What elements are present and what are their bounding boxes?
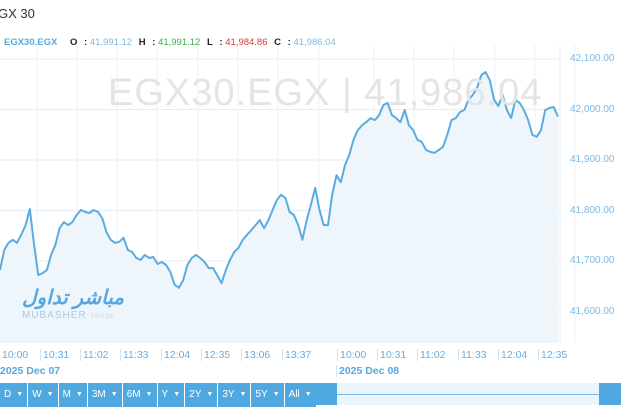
range-button-label: W <box>32 389 42 400</box>
range-button-d[interactable]: D ▼ <box>0 383 29 407</box>
high-label: H <box>138 37 146 48</box>
caret-down-icon: ▼ <box>145 391 153 398</box>
range-button-label: 3Y <box>222 389 235 400</box>
watermark: EGX30.EGX | 41,986.04 <box>108 72 543 114</box>
caret-down-icon: ▼ <box>206 391 214 398</box>
low-value: 41,984.86 <box>225 37 268 48</box>
caret-down-icon: ▼ <box>110 391 118 398</box>
range-button-3y[interactable]: 3Y ▼ <box>218 383 252 407</box>
mubasher-logo: مباشر تداول MUBASHER TRADE <box>22 285 124 321</box>
ohlc-legend: EGX30.EGX O : 41,991.12 H : 41,991.12 L … <box>4 37 336 48</box>
range-button-all[interactable]: All ▼ <box>284 383 317 407</box>
y-tick-label: 41,900.00 <box>570 154 615 165</box>
range-button-label: M <box>62 389 71 400</box>
low-label: L <box>206 37 213 48</box>
y-tick-label: 41,600.00 <box>570 305 615 317</box>
range-button-label: D <box>4 389 12 400</box>
caret-down-icon: ▼ <box>304 391 312 398</box>
range-button-label: 6M <box>126 389 141 400</box>
x-tick-label: 10:31 <box>377 349 406 361</box>
logo-arabic: مباشر تداول <box>22 287 125 309</box>
date-label-1: 2025 Dec 07 <box>0 365 61 377</box>
y-tick-label: 41,800.00 <box>570 204 615 216</box>
x-tick-label: 10:00 <box>2 349 29 361</box>
range-button-2y[interactable]: 2Y ▼ <box>185 383 219 407</box>
series-area <box>0 72 558 343</box>
x-tick-label: 11:02 <box>417 349 446 361</box>
y-tick-label: 42,000.00 <box>570 103 615 115</box>
x-tick-label: 12:35 <box>201 349 230 361</box>
range-button-label: 3M <box>91 389 106 400</box>
chart-title: GX 30 <box>0 6 35 21</box>
date-label-2: 2025 Dec 08 <box>336 365 399 377</box>
caret-down-icon: ▼ <box>173 391 181 398</box>
range-button-y[interactable]: Y ▼ <box>157 383 186 407</box>
caret-down-icon: ▼ <box>75 391 83 398</box>
x-tick-label: 11:02 <box>80 349 109 361</box>
navigator-scrollbar[interactable] <box>315 383 621 405</box>
x-tick-label: 13:37 <box>282 349 311 361</box>
x-tick-label: 12:35 <box>538 349 567 361</box>
range-button-label: Y <box>161 389 169 400</box>
logo-english: MUBASHER <box>22 310 87 321</box>
x-tick-label: 10:00 <box>337 349 366 361</box>
caret-down-icon: ▼ <box>239 391 247 398</box>
open-label: O <box>69 37 78 48</box>
range-button-w[interactable]: W ▼ <box>28 383 59 407</box>
logo-sub: TRADE <box>90 314 116 320</box>
symbol-label: EGX30.EGX <box>4 37 58 48</box>
caret-down-icon: ▼ <box>16 391 24 398</box>
range-button-label: 2Y <box>189 389 202 400</box>
high-value: 41,991.12 <box>158 37 201 48</box>
close-label: C <box>274 37 282 48</box>
x-tick-label: 11:33 <box>458 349 487 361</box>
range-button-label: All <box>288 389 300 400</box>
x-tick-label: 10:31 <box>40 349 69 361</box>
caret-down-icon: ▼ <box>272 391 280 398</box>
series-line <box>0 71 559 289</box>
caret-down-icon: ▼ <box>46 391 54 398</box>
range-button-m[interactable]: M ▼ <box>58 383 88 407</box>
range-button-3m[interactable]: 3M ▼ <box>87 383 123 407</box>
y-tick-label: 42,100.00 <box>570 53 615 64</box>
range-button-5y[interactable]: 5Y ▼ <box>251 383 285 407</box>
open-value: 41,991.12 <box>89 37 133 48</box>
range-button-6m[interactable]: 6M ▼ <box>122 383 158 407</box>
x-tick-label: 12:04 <box>498 349 527 361</box>
navigator-track <box>325 394 611 395</box>
navigator-left-handle[interactable] <box>315 383 337 405</box>
x-tick-label: 12:04 <box>161 349 190 361</box>
y-tick-label: 41,700.00 <box>570 255 615 266</box>
range-selector: D ▼ W ▼ M ▼ 3M ▼ 6M ▼ Y ▼ 2Y ▼ 3Y ▼ 5Y ▼ All ▼ <box>0 383 317 407</box>
x-tick-label: 11:33 <box>120 349 149 361</box>
close-value: 41,986.04 <box>293 37 336 48</box>
range-button-label: 5Y <box>255 389 268 400</box>
navigator-right-handle[interactable] <box>599 383 621 405</box>
x-tick-label: 13:06 <box>241 349 270 361</box>
